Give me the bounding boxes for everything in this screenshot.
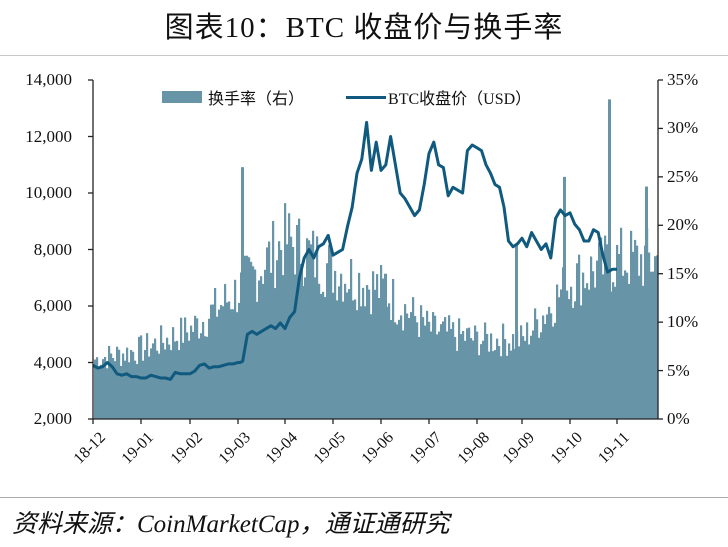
chart-legend: 换手率（右） BTC收盘价（USD） — [162, 85, 531, 109]
left-axis-tick-label: 6,000 — [33, 296, 72, 315]
left-axis-tick-label: 8,000 — [33, 239, 72, 259]
left-axis-tick-label: 14,000 — [25, 70, 72, 89]
right-axis-tick-label: 10% — [667, 312, 699, 332]
left-axis-tick-label: 12,000 — [25, 126, 72, 146]
right-axis-tick-label: 35% — [667, 70, 699, 89]
right-axis-tick-label: 30% — [667, 118, 699, 138]
legend-line-label: BTC收盘价（USD） — [388, 91, 532, 108]
left-axis-tick-label: 10,000 — [25, 183, 72, 202]
right-axis-tick-label: 25% — [667, 166, 699, 186]
chart-axes — [88, 79, 663, 424]
legend-bar-swatch — [162, 91, 202, 103]
legend-line-swatch — [346, 95, 387, 99]
chart-title: 图表10：BTC 收盘价与换手率 — [164, 12, 564, 44]
source-divider — [0, 497, 728, 498]
right-axis-tick-label: 5% — [667, 360, 690, 380]
title-divider — [0, 55, 728, 56]
right-axis-tick-label: 20% — [667, 215, 699, 235]
btc-price-line — [92, 120, 617, 381]
right-axis-tick-label: 0% — [667, 409, 690, 428]
source-note: 资料来源：CoinMarketCap，通证通研究 — [12, 511, 450, 538]
left-axis-tick-label: 2,000 — [33, 409, 72, 428]
legend-bar-label: 换手率（右） — [208, 91, 305, 108]
left-axis-tick-label: 4,000 — [33, 352, 72, 372]
right-axis-tick-label: 15% — [667, 263, 699, 283]
